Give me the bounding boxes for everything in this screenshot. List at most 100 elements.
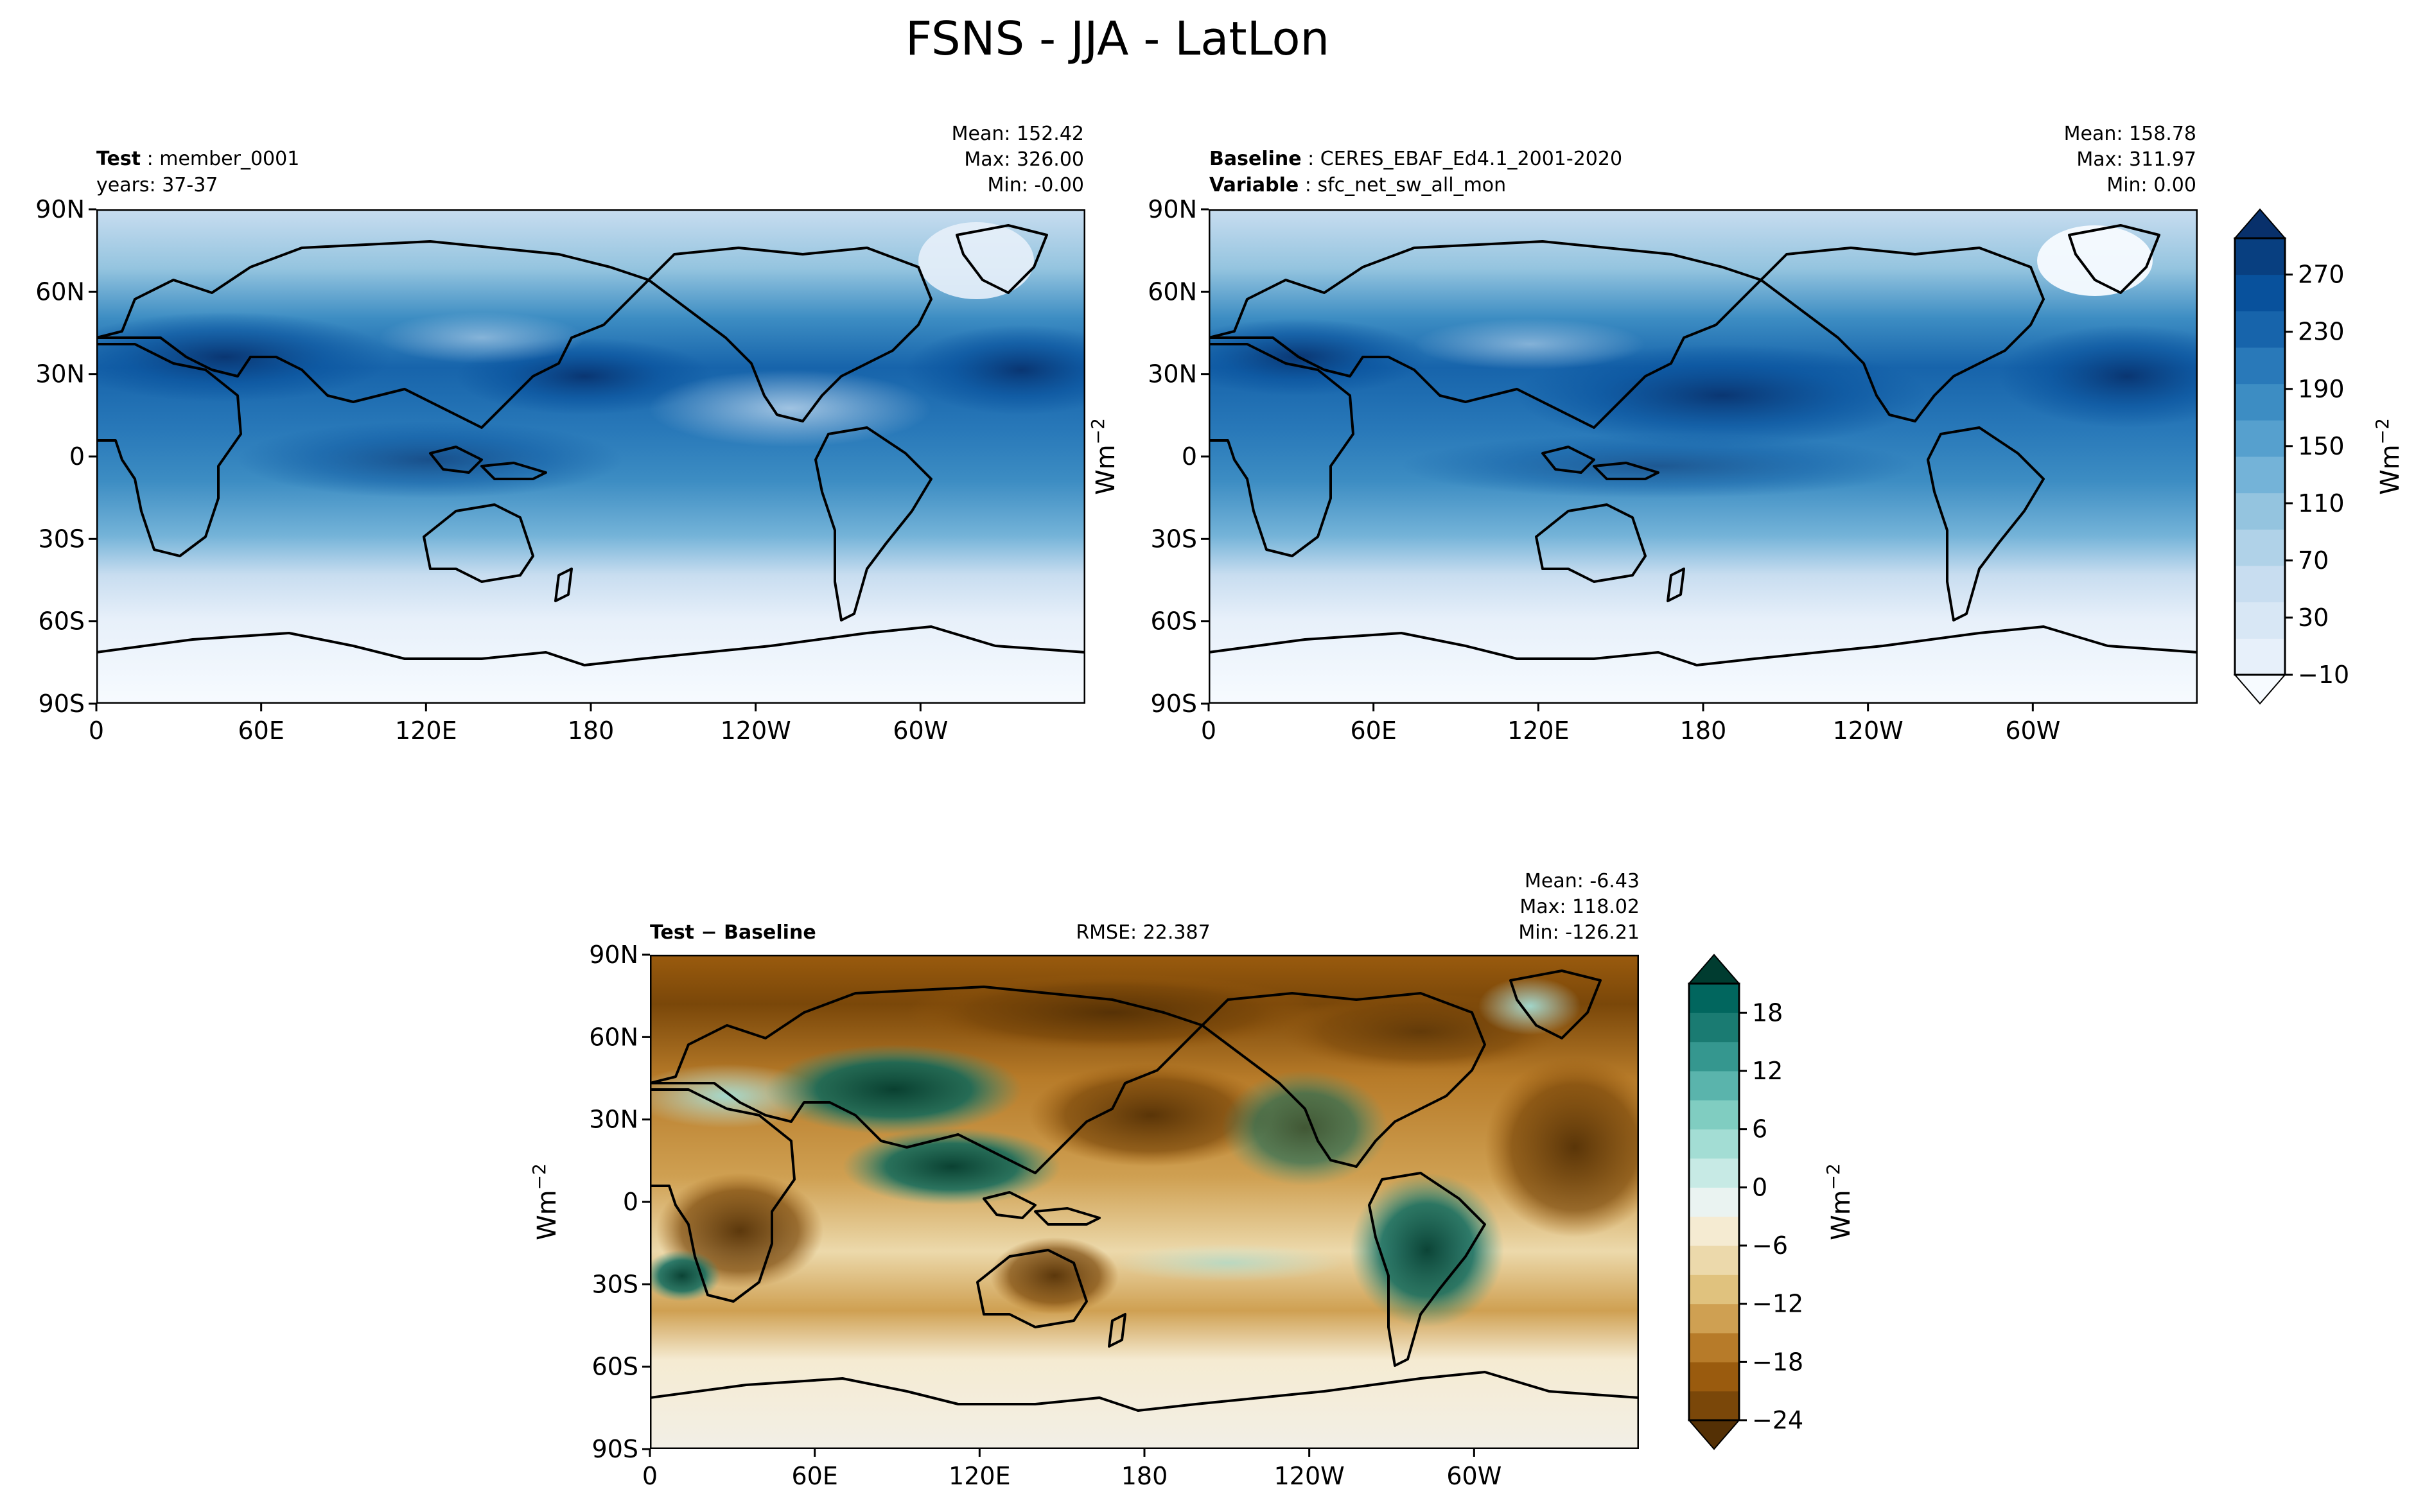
top-cb-tick-label: 30: [2298, 604, 2329, 632]
test-min: Min: -0.00: [988, 174, 1085, 196]
diff-unit-label: Wm−2: [529, 1163, 562, 1240]
diff-cb-tick-label: 6: [1752, 1115, 1767, 1143]
top-cb-segment: [2235, 492, 2285, 530]
diff-cb-segment: [1689, 1100, 1739, 1130]
diff-lat-tick-label: 30S: [592, 1270, 638, 1298]
top-cb-segment: [2235, 566, 2285, 603]
top-cb-segment: [2235, 420, 2285, 457]
diff-cb-tick-label: 18: [1752, 998, 1783, 1027]
baseline-max: Max: 311.97: [2076, 148, 2196, 171]
figure-title: FSNS - JJA - LatLon: [906, 12, 1329, 65]
diff-cb-segment: [1689, 1274, 1739, 1305]
test-panel: Test : member_0001 years: 37-37 Mean: 15…: [35, 123, 1085, 745]
top-cb-segment: [2235, 602, 2285, 639]
top-cb-segment: [2235, 456, 2285, 494]
diff-map: [650, 955, 1639, 1449]
baseline-lon-tick-label: 0: [1201, 717, 1216, 745]
diff-rmse: RMSE: 22.387: [1076, 921, 1210, 944]
diff-cb-extend-low: [1687, 1420, 1741, 1450]
diff-lon-tick-label: 120E: [949, 1462, 1011, 1490]
baseline-unit-label: Wm−2: [1087, 418, 1121, 495]
diff-lon-tick-label: 60E: [791, 1462, 837, 1490]
top-cb-extend-low: [2233, 674, 2287, 705]
diff-cb-segment: [1689, 1333, 1739, 1362]
test-lon-ticks: 0 60E 120E 180 120W 60W: [89, 704, 948, 745]
baseline-lat-tick-label: 30N: [1148, 360, 1197, 388]
diff-cb-segment: [1689, 1041, 1739, 1072]
diff-lat-tick-label: 30N: [589, 1106, 638, 1134]
test-lon-tick-label: 120W: [721, 717, 791, 745]
diff-lat-tick-label: 0: [623, 1188, 638, 1216]
diff-cb-segment: [1689, 1391, 1739, 1421]
test-map: [96, 209, 1085, 704]
top-cb-tick-label: 270: [2298, 261, 2345, 289]
diff-lon-tick-label: 60W: [1446, 1462, 1501, 1490]
top-cb-segment: [2235, 274, 2285, 311]
diff-lat-ticks: 90N 60N 30N 0 30S 60S 90S: [589, 941, 650, 1463]
colorbar-top: 270 230 190 150 110 70 30 −10: [2233, 208, 2349, 705]
colorbar-diff: 18 12 6 0 −6 −12 −18 −24: [1687, 953, 1803, 1450]
baseline-lat-tick-label: 30S: [1151, 525, 1197, 553]
test-lat-tick-label: 60N: [35, 277, 85, 306]
colorbar-top-unit: Wm−2: [2372, 418, 2405, 495]
baseline-min: Min: 0.00: [2106, 174, 2196, 196]
top-cb-segment: [2235, 529, 2285, 566]
test-lon-tick-label: 120E: [395, 717, 457, 745]
test-name-line: Test : member_0001: [96, 148, 299, 170]
diff-lat-tick-label: 60N: [589, 1023, 638, 1051]
diff-title: Test − Baseline: [650, 921, 816, 944]
baseline-lon-tick-label: 60W: [2005, 717, 2060, 745]
top-cb-segment: [2235, 638, 2285, 675]
top-cb-tick-label: −10: [2298, 661, 2349, 689]
baseline-lat-tick-label: 0: [1182, 442, 1197, 471]
top-cb-segment: [2235, 311, 2285, 348]
test-mean: Mean: 152.42: [952, 123, 1084, 145]
baseline-lat-tick-label: 90S: [1151, 690, 1197, 718]
diff-cb-segment: [1689, 1246, 1739, 1275]
baseline-lat-tick-label: 60N: [1148, 277, 1197, 306]
diff-cb-tick-label: −24: [1752, 1406, 1803, 1434]
test-lat-tick-label: 90S: [39, 690, 85, 718]
test-years: years: 37-37: [96, 174, 218, 196]
top-cb-segment: [2235, 347, 2285, 385]
baseline-lon-tick-label: 180: [1680, 717, 1727, 745]
test-lon-tick-label: 60E: [238, 717, 284, 745]
diff-lon-tick-label: 180: [1121, 1462, 1168, 1490]
diff-cb-frame: [1688, 982, 1740, 1421]
baseline-lat-tick-label: 60S: [1151, 607, 1197, 636]
diff-lon-ticks: 0 60E 120E 180 120W 60W: [642, 1449, 1501, 1490]
diff-cb-segment: [1689, 1158, 1739, 1188]
baseline-lon-tick-label: 120E: [1507, 717, 1570, 745]
baseline-lon-ticks: 0 60E 120E 180 120W 60W: [1201, 704, 2060, 745]
baseline-map: [1209, 209, 2198, 704]
test-lon-tick-label: 60W: [893, 717, 948, 745]
baseline-lat-ticks: 90N 60N 30N 0 30S 60S 90S: [1148, 195, 1209, 718]
diff-lat-tick-label: 90N: [589, 941, 638, 969]
baseline-lon-tick-label: 60E: [1350, 717, 1396, 745]
diff-cb-tick-label: 12: [1752, 1057, 1783, 1085]
baseline-mean: Mean: 158.78: [2064, 123, 2196, 145]
baseline-variable-line: Variable : sfc_net_sw_all_mon: [1209, 174, 1506, 196]
test-lon-tick-label: 0: [89, 717, 104, 745]
top-cb-frame: [2234, 237, 2286, 676]
diff-cb-segment: [1689, 1071, 1739, 1100]
top-cb-tick-label: 110: [2298, 489, 2345, 517]
baseline-panel: Baseline : CERES_EBAF_Ed4.1_2001-2020 Va…: [1087, 123, 2198, 745]
diff-cb-segment: [1689, 984, 1739, 1013]
diff-cb-segment: [1689, 1012, 1739, 1043]
top-cb-tick-label: 150: [2298, 432, 2345, 460]
diff-cb-segment: [1689, 1303, 1739, 1334]
baseline-lon-tick-label: 120W: [1833, 717, 1904, 745]
diff-cb-tick-label: −18: [1752, 1348, 1803, 1376]
test-lat-ticks: 90N 60N 30N 0 30S 60S 90S: [35, 195, 96, 718]
diff-cb-segment: [1689, 1362, 1739, 1392]
top-cb-tick-label: 190: [2298, 375, 2345, 403]
test-lat-tick-label: 90N: [35, 195, 85, 223]
diff-cb-extend-high: [1687, 953, 1741, 984]
top-cb-tick-label: 70: [2298, 546, 2329, 575]
diff-lon-tick-label: 120W: [1274, 1462, 1345, 1490]
colorbar-diff-unit: Wm−2: [1823, 1163, 1856, 1240]
diff-min: Min: -126.21: [1518, 921, 1640, 944]
test-lat-tick-label: 30S: [39, 525, 85, 553]
diff-cb-tick-label: −12: [1752, 1290, 1803, 1318]
